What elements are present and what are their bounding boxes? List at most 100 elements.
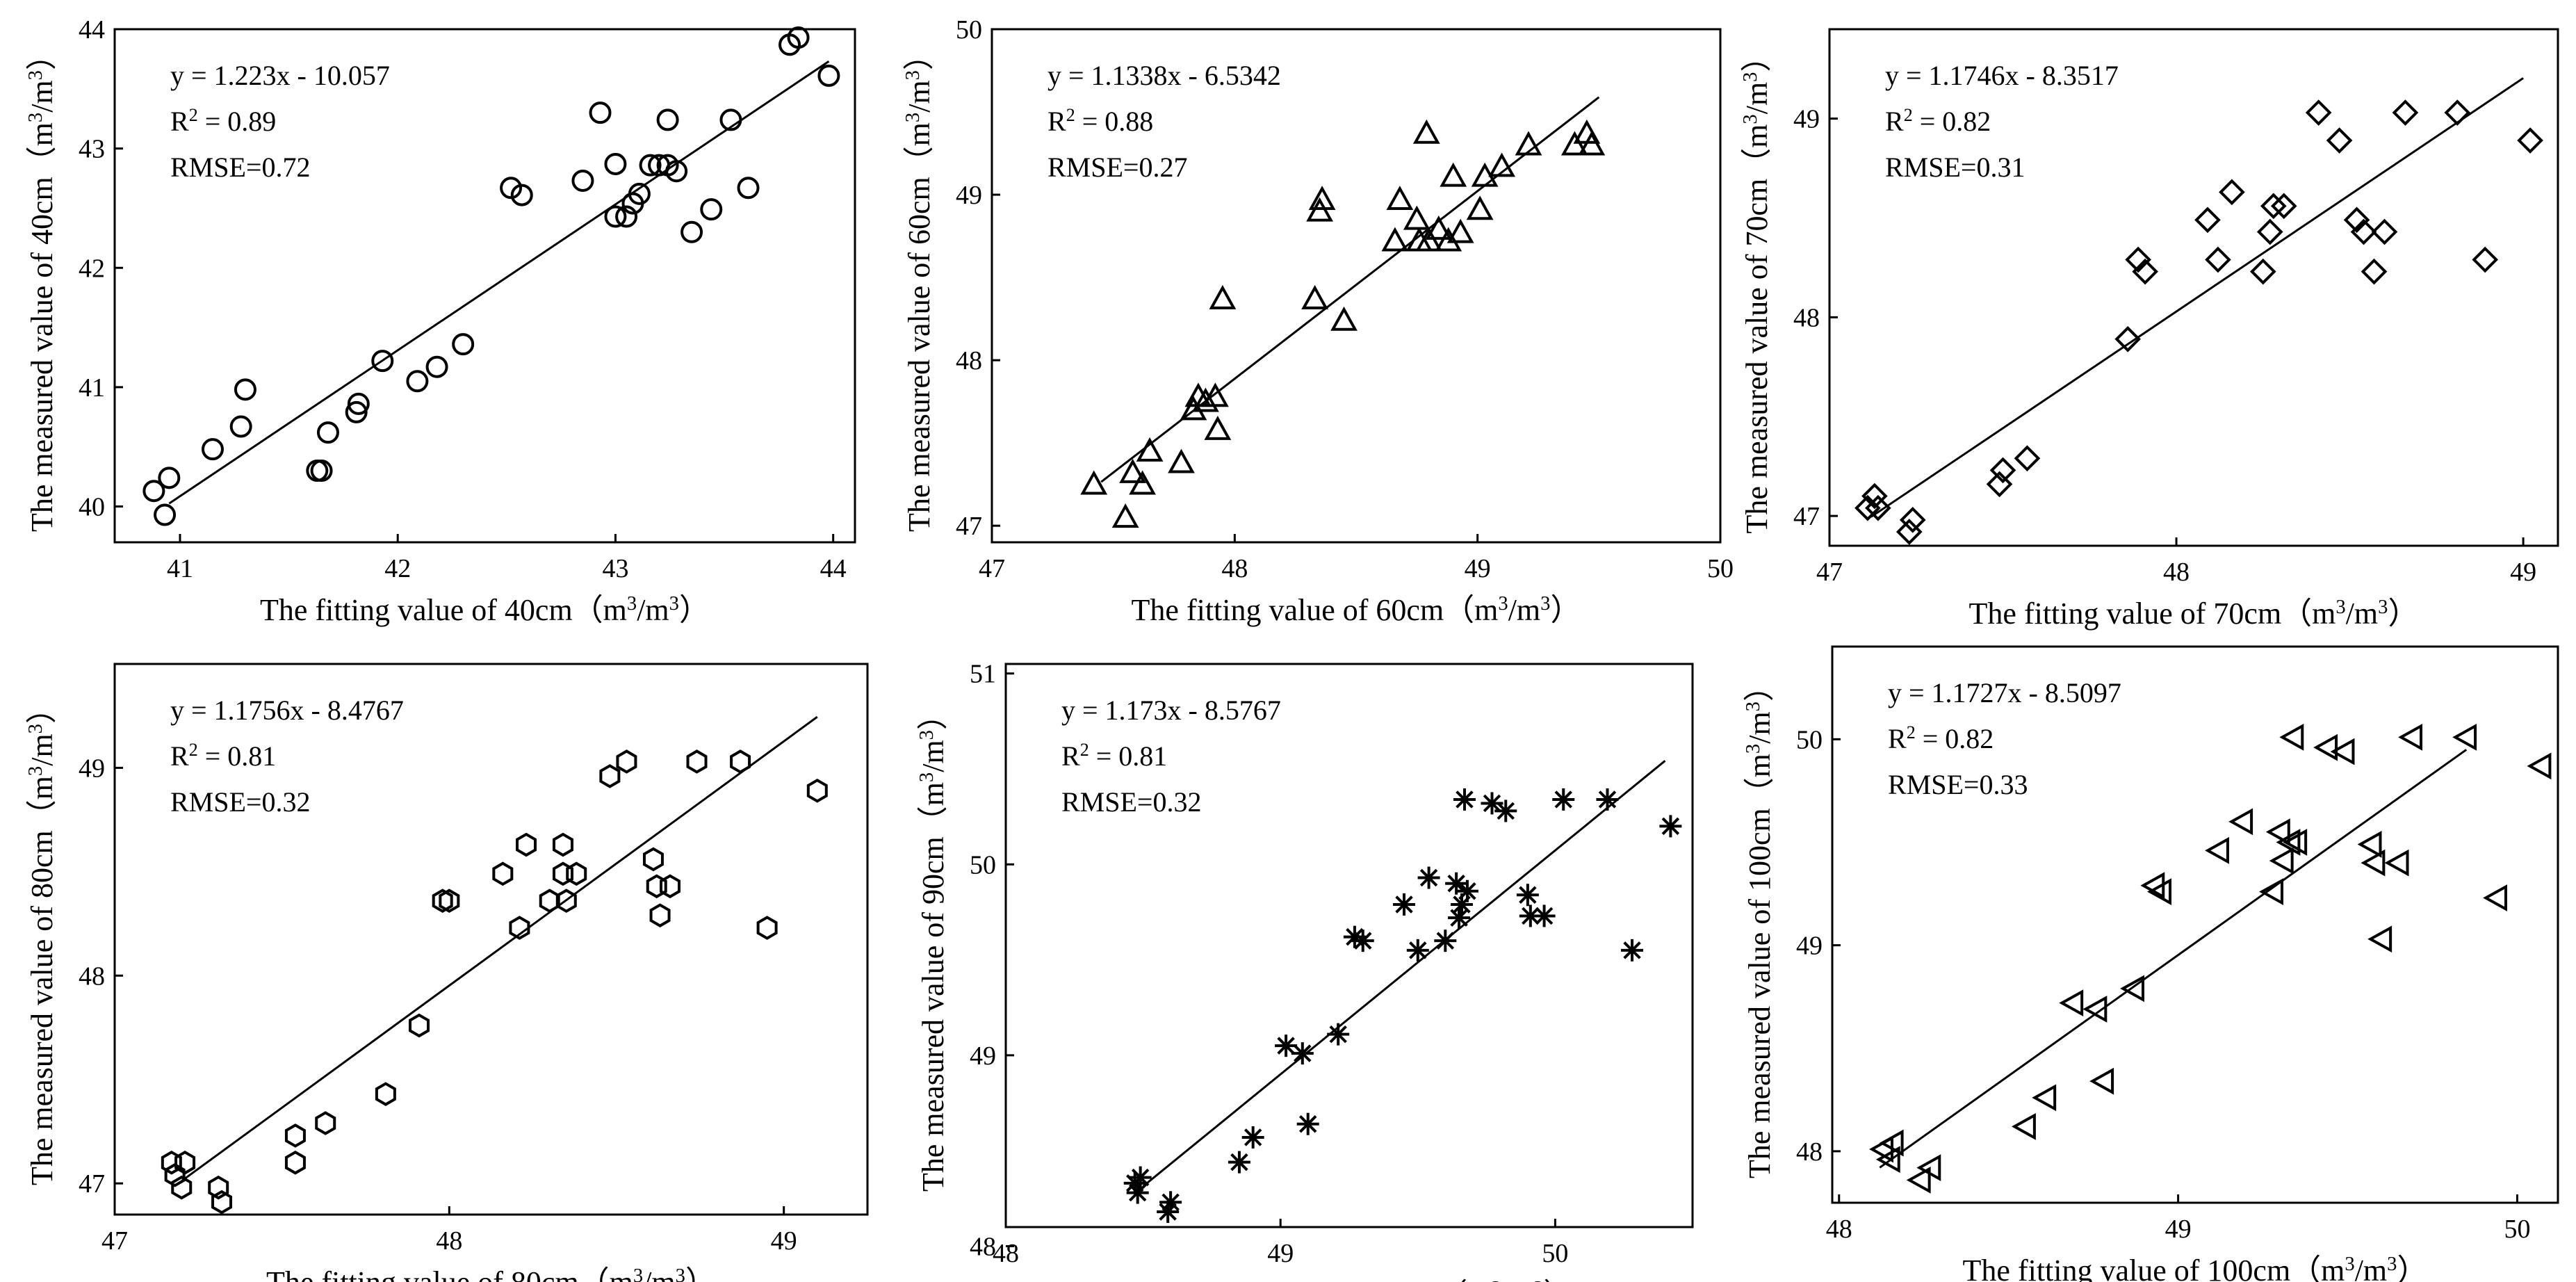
rmse-value: RMSE=0.72	[170, 152, 310, 183]
data-point-circle	[589, 102, 612, 124]
x-tick-label: 49	[2165, 1215, 2192, 1244]
data-point-asterisk	[1159, 1191, 1182, 1214]
x-tick-label: 44	[820, 554, 847, 583]
data-point-hexagon	[730, 749, 751, 774]
data-point-left-triangle	[2120, 975, 2144, 1003]
x-tick-label: 47	[1816, 558, 1843, 587]
x-tick-label: 49	[771, 1226, 797, 1256]
chart-panel-5: 48 49 50 48 49 50 51 y = 1.173x - 8.5767 R2 = 0.…	[916, 660, 1694, 1282]
chart-panel-1: 41 42 43 44 40 41 42 43 44 y = 1.223x - 10.057 R2 …	[25, 15, 856, 627]
asterisk-stroke	[1346, 927, 1364, 946]
asterisk-stroke	[1661, 817, 1680, 836]
data-point-left-triangle	[2384, 849, 2409, 877]
data-point-left-triangle	[2527, 752, 2552, 780]
y-axis-label: The measured value of 100cm（m3/m3）	[1743, 671, 1777, 1178]
data-point-asterisk	[1434, 930, 1457, 952]
data-point-hexagon	[566, 861, 587, 886]
data-point-left-triangle	[2089, 1067, 2114, 1095]
data-point-triangle	[1578, 131, 1606, 156]
data-point-asterisk	[1516, 884, 1539, 907]
data-point-diamond	[2392, 99, 2419, 126]
data-point-hexagon	[616, 749, 637, 774]
data-point-diamond	[1899, 507, 1926, 533]
data-point-diamond	[2125, 246, 2151, 273]
data-point-asterisk	[1351, 930, 1374, 952]
data-point-hexagon	[756, 916, 778, 940]
data-point-diamond	[2444, 99, 2471, 126]
r-squared: R2 = 0.82	[1885, 105, 1991, 138]
data-point-circle	[345, 400, 368, 423]
y-axis-label: The measured value of 80cm（m3/m3）	[25, 693, 60, 1185]
data-point-circle	[310, 460, 333, 482]
y-tick-label: 50	[970, 850, 996, 879]
x-tick-label: 48	[1826, 1215, 1852, 1244]
data-point-hexagon	[171, 1175, 193, 1200]
plot-frame	[1831, 645, 2559, 1204]
rmse-value: RMSE=0.27	[1047, 152, 1187, 183]
y-tick-label: 42	[79, 254, 105, 283]
data-point-circle	[604, 205, 627, 228]
data-point-asterisk	[1659, 815, 1682, 838]
x-axis-label: The fitting value of 100cm（m3/m3）	[1963, 1253, 2428, 1282]
data-point-asterisk	[1456, 879, 1478, 902]
data-point-diamond	[2343, 206, 2370, 234]
data-point-circle	[700, 198, 723, 221]
data-point-circle	[628, 182, 651, 205]
data-point-circle	[510, 184, 533, 206]
asterisk-stroke	[1519, 886, 1537, 904]
asterisk-stroke	[1436, 932, 1455, 950]
data-point-circle	[142, 480, 165, 503]
asterisk-stroke	[1230, 1153, 1248, 1171]
data-point-triangle	[1136, 437, 1164, 462]
asterisk-stroke	[1298, 1115, 1317, 1133]
data-point-left-triangle	[2367, 925, 2392, 953]
asterisk-stroke	[1329, 1025, 1347, 1044]
x-tick-label: 42	[384, 554, 411, 583]
regression-equation: y = 1.1756x - 8.4767	[170, 695, 404, 726]
y-tick-label: 49	[79, 754, 105, 783]
rmse-value: RMSE=0.33	[1888, 769, 2028, 800]
data-point-hexagon	[599, 764, 621, 788]
data-point-circle	[680, 220, 703, 243]
data-point-left-triangle	[2011, 1112, 2036, 1140]
data-point-circle	[234, 378, 256, 401]
data-point-left-triangle	[2259, 878, 2284, 905]
data-point-diamond	[2014, 445, 2041, 472]
asterisk-stroke	[1458, 882, 1476, 900]
data-point-left-triangle	[2147, 878, 2172, 905]
fit-line	[181, 715, 818, 1182]
data-point-triangle	[1415, 227, 1443, 252]
data-point-diamond	[2260, 193, 2287, 220]
r-squared: R2 = 0.81	[1061, 740, 1167, 772]
data-point-hexagon	[208, 1175, 229, 1200]
data-point-diamond	[2249, 258, 2276, 285]
data-point-diamond	[2517, 127, 2543, 154]
y-tick-label: 49	[956, 181, 982, 210]
data-point-circle	[371, 350, 394, 373]
data-point-circle	[406, 370, 429, 393]
x-tick-label: 49	[1465, 554, 1491, 583]
data-point-triangle	[1330, 306, 1358, 331]
x-tick-label: 48	[2163, 558, 2190, 587]
regression-equation: y = 1.1727x - 8.5097	[1888, 677, 2121, 708]
data-point-triangle	[1204, 415, 1232, 440]
data-point-diamond	[2326, 127, 2353, 154]
asterisk-stroke	[1395, 895, 1413, 914]
asterisk-stroke	[1277, 1037, 1295, 1055]
data-point-hexagon	[375, 1082, 396, 1106]
data-point-diamond	[1865, 494, 1891, 521]
data-point-triangle	[1080, 470, 1108, 495]
data-point-hexagon	[642, 847, 664, 872]
y-tick-label: 49	[1796, 932, 1823, 961]
data-point-circle	[347, 392, 370, 415]
data-point-diamond	[2194, 206, 2221, 234]
regression-equation: y = 1.223x - 10.057	[170, 60, 390, 91]
data-point-diamond	[1854, 494, 1881, 521]
data-point-left-triangle	[2269, 847, 2294, 875]
asterisk-stroke	[1244, 1128, 1262, 1146]
data-point-triangle	[1306, 197, 1333, 222]
r-squared: R2 = 0.88	[1047, 105, 1153, 138]
data-point-hexagon	[164, 1162, 186, 1187]
fit-line	[1142, 760, 1666, 1187]
y-tick-label: 48	[970, 1232, 996, 1261]
